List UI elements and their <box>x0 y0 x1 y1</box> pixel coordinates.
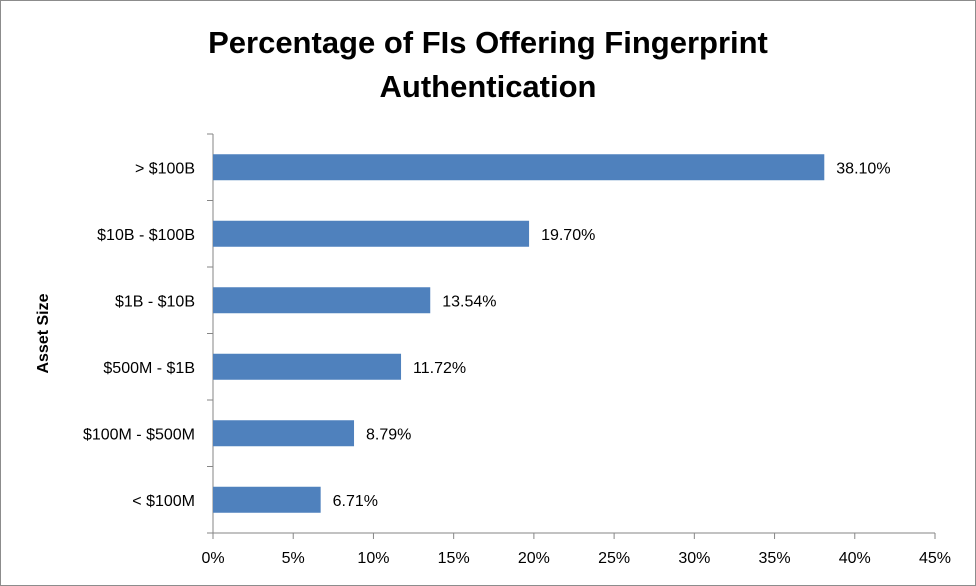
x-tick-label: 30% <box>678 550 710 567</box>
category-label: $10B - $100B <box>97 227 195 244</box>
x-tick-label: 10% <box>357 550 389 567</box>
data-label: 8.79% <box>366 426 411 443</box>
category-label: $1B - $10B <box>115 293 195 310</box>
x-tick-label: 45% <box>919 550 951 567</box>
x-tick-label: 0% <box>201 550 224 567</box>
x-tick-label: 20% <box>518 550 550 567</box>
chart-title-line-2: Authentication <box>379 69 597 104</box>
bar <box>213 220 530 247</box>
x-tick-label: 15% <box>438 550 470 567</box>
bar <box>213 486 321 513</box>
x-tick-label: 5% <box>282 550 305 567</box>
category-label: < $100M <box>132 493 195 510</box>
chart-title: Percentage of FIs Offering Fingerprint A… <box>1 21 975 109</box>
category-label: $100M - $500M <box>83 426 195 443</box>
category-label: > $100B <box>135 160 195 177</box>
data-label: 38.10% <box>836 160 890 177</box>
bar <box>213 287 431 314</box>
x-tick-label: 35% <box>759 550 791 567</box>
y-axis-title: Asset Size <box>35 293 52 373</box>
data-label: 11.72% <box>413 360 466 377</box>
chart-title-line-1: Percentage of FIs Offering Fingerprint <box>208 25 768 60</box>
data-label: 13.54% <box>442 293 496 310</box>
category-label: $500M - $1B <box>103 360 195 377</box>
x-tick-label: 25% <box>598 550 630 567</box>
data-label: 6.71% <box>333 493 378 510</box>
data-label: 19.70% <box>541 227 595 244</box>
bar <box>213 154 825 181</box>
bar <box>213 353 402 380</box>
x-tick-label: 40% <box>839 550 871 567</box>
bar <box>213 420 355 447</box>
